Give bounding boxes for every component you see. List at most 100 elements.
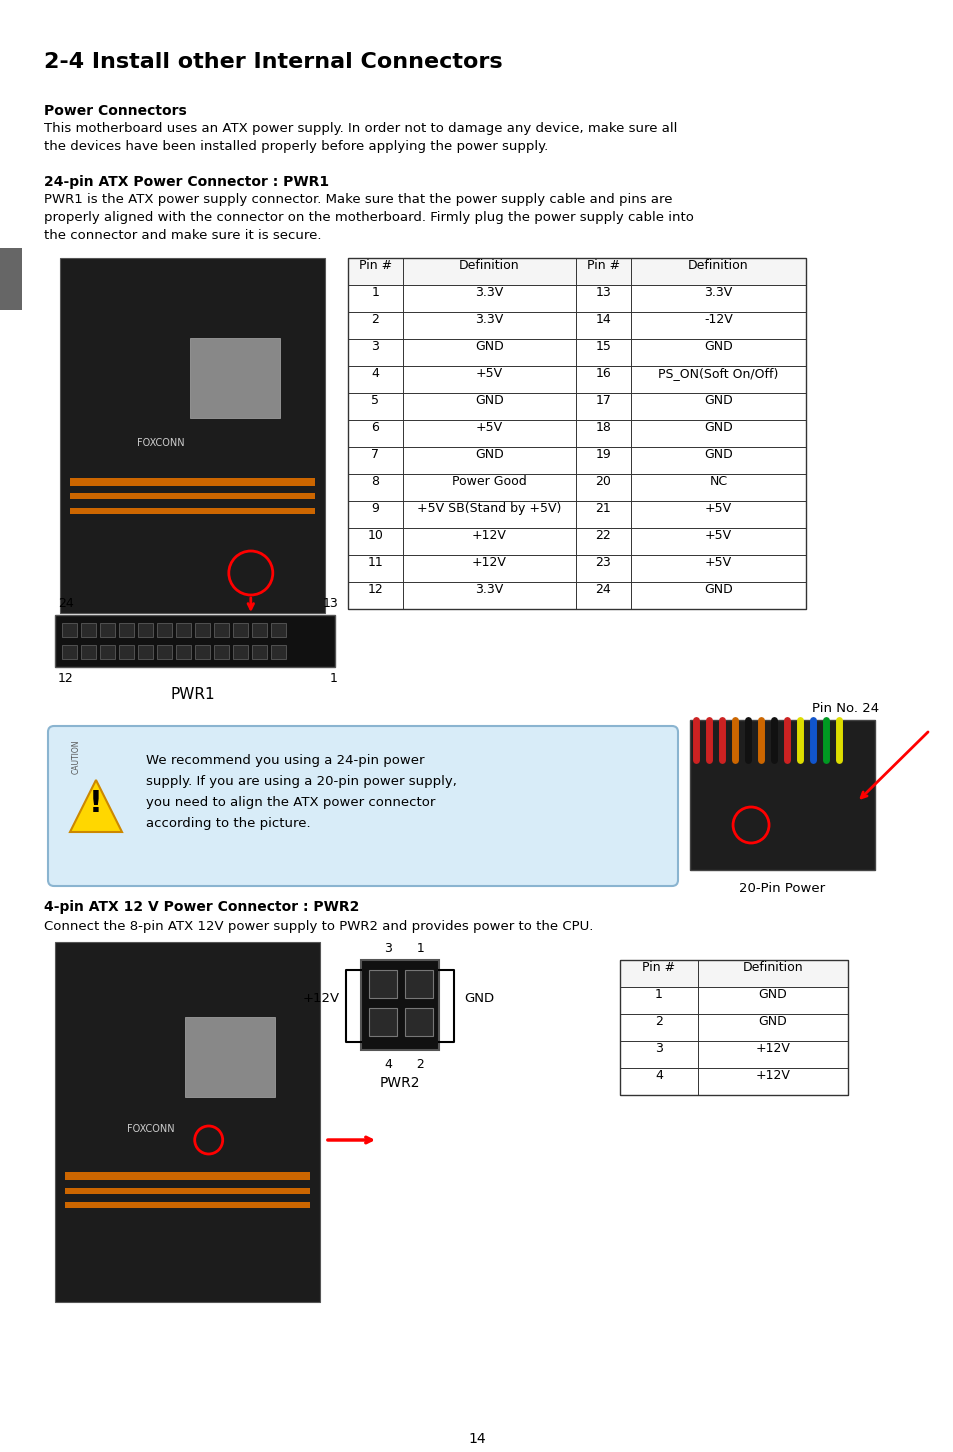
Text: 19: 19 — [595, 449, 611, 460]
Text: Definition: Definition — [458, 258, 519, 272]
Bar — [62, 645, 77, 659]
Bar — [81, 623, 96, 637]
Text: Power Good: Power Good — [452, 475, 526, 488]
Text: 9: 9 — [371, 502, 379, 515]
Text: properly aligned with the connector on the motherboard. Firmly plug the power su: properly aligned with the connector on t… — [44, 211, 693, 224]
Bar — [175, 645, 191, 659]
Text: -12V: -12V — [703, 314, 732, 327]
Text: PWR1: PWR1 — [170, 687, 214, 701]
Text: 4-pin ATX 12 V Power Connector : PWR2: 4-pin ATX 12 V Power Connector : PWR2 — [44, 900, 359, 913]
Bar — [0, 248, 22, 309]
Bar — [348, 258, 805, 608]
Text: 1: 1 — [330, 672, 337, 685]
Text: GND: GND — [703, 421, 732, 434]
Text: 16: 16 — [595, 367, 611, 380]
Text: Power Connectors: Power Connectors — [44, 105, 187, 118]
Text: +12V: +12V — [755, 1069, 790, 1082]
Bar — [157, 623, 172, 637]
Text: 12: 12 — [367, 584, 383, 595]
Bar — [194, 645, 210, 659]
Text: Definition: Definition — [687, 258, 748, 272]
Bar — [65, 1172, 310, 1180]
Bar — [190, 338, 280, 418]
Text: GND: GND — [703, 393, 732, 407]
Text: you need to align the ATX power connector: you need to align the ATX power connecto… — [146, 796, 435, 809]
Bar — [119, 645, 133, 659]
Bar — [405, 970, 433, 998]
Text: 4: 4 — [371, 367, 379, 380]
Bar — [252, 645, 267, 659]
Text: 14: 14 — [595, 314, 611, 327]
Text: NC: NC — [709, 475, 727, 488]
Bar — [81, 645, 96, 659]
Bar — [65, 1202, 310, 1208]
Bar — [138, 645, 152, 659]
Text: 3.3V: 3.3V — [475, 584, 503, 595]
Text: 4      2: 4 2 — [385, 1059, 424, 1072]
Text: 10: 10 — [367, 529, 383, 542]
Text: 3.3V: 3.3V — [475, 286, 503, 299]
Text: GND: GND — [475, 340, 503, 353]
Text: GND: GND — [475, 393, 503, 407]
Bar — [619, 960, 847, 1095]
Text: GND: GND — [758, 1015, 786, 1028]
Text: Pin #: Pin # — [586, 258, 619, 272]
Text: 21: 21 — [595, 502, 611, 515]
Bar — [100, 645, 115, 659]
Text: Definition: Definition — [741, 961, 802, 974]
Text: 13: 13 — [595, 286, 611, 299]
Text: Pin #: Pin # — [641, 961, 675, 974]
Text: 3: 3 — [371, 340, 379, 353]
Text: 3.3V: 3.3V — [475, 314, 503, 327]
Bar — [60, 258, 325, 613]
Bar — [213, 623, 229, 637]
Text: GND: GND — [703, 340, 732, 353]
Text: the connector and make sure it is secure.: the connector and make sure it is secure… — [44, 229, 321, 242]
FancyBboxPatch shape — [48, 726, 678, 886]
Text: PS_ON(Soft On/Off): PS_ON(Soft On/Off) — [658, 367, 778, 380]
Text: !: ! — [89, 788, 103, 817]
Text: 2: 2 — [371, 314, 379, 327]
Bar — [360, 960, 438, 1050]
Text: 13: 13 — [322, 597, 337, 610]
Text: 7: 7 — [371, 449, 379, 460]
Bar — [175, 623, 191, 637]
Text: the devices have been installed properly before applying the power supply.: the devices have been installed properly… — [44, 139, 548, 152]
Text: 3      1: 3 1 — [385, 942, 424, 955]
Text: PWR2: PWR2 — [379, 1076, 420, 1090]
Text: +5V: +5V — [704, 556, 731, 569]
Bar — [369, 970, 396, 998]
Bar — [619, 960, 847, 987]
Bar — [689, 720, 874, 870]
Text: FOXCONN: FOXCONN — [136, 437, 184, 447]
Bar — [55, 942, 319, 1302]
Text: 6: 6 — [371, 421, 379, 434]
Bar — [213, 645, 229, 659]
Bar — [348, 258, 805, 285]
Bar — [233, 645, 248, 659]
Text: 24: 24 — [58, 597, 73, 610]
Text: 20-Pin Power: 20-Pin Power — [739, 881, 824, 894]
Text: GND: GND — [703, 449, 732, 460]
Bar — [271, 645, 286, 659]
Text: 4: 4 — [655, 1069, 662, 1082]
Text: FOXCONN: FOXCONN — [127, 1124, 174, 1134]
Text: 18: 18 — [595, 421, 611, 434]
Bar — [194, 623, 210, 637]
Text: GND: GND — [703, 584, 732, 595]
Text: 5: 5 — [371, 393, 379, 407]
Text: Connect the 8-pin ATX 12V power supply to PWR2 and provides power to the CPU.: Connect the 8-pin ATX 12V power supply t… — [44, 921, 593, 934]
Polygon shape — [70, 780, 122, 832]
Bar — [70, 494, 314, 499]
Bar — [119, 623, 133, 637]
Text: 17: 17 — [595, 393, 611, 407]
Text: +12V: +12V — [472, 556, 506, 569]
Text: We recommend you using a 24-pin power: We recommend you using a 24-pin power — [146, 754, 424, 767]
Text: 23: 23 — [595, 556, 611, 569]
Bar — [62, 623, 77, 637]
Text: 2-4 Install other Internal Connectors: 2-4 Install other Internal Connectors — [44, 52, 502, 73]
Text: 2: 2 — [4, 261, 18, 280]
Text: GND: GND — [758, 987, 786, 1000]
Text: 15: 15 — [595, 340, 611, 353]
Bar — [70, 478, 314, 486]
